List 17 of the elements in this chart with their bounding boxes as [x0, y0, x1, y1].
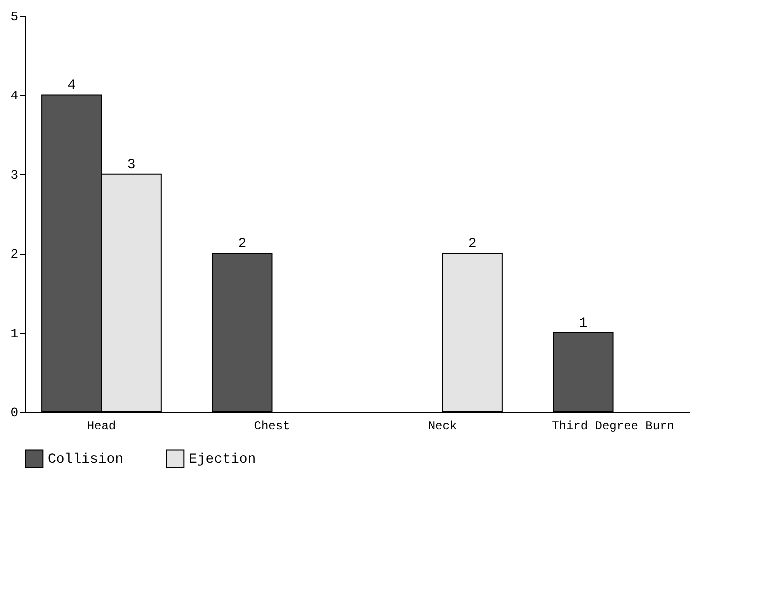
y-tick-label: 4 [10, 88, 19, 104]
legend-label: Collision [48, 452, 124, 468]
y-tick-label: 1 [10, 326, 19, 342]
y-tick-label: 3 [10, 168, 18, 183]
data-label: 4 [68, 78, 76, 94]
y-tick-label: 2 [10, 247, 18, 262]
data-label: 1 [579, 316, 588, 332]
x-tick-label: Neck [428, 420, 458, 434]
y-tick-label: 5 [10, 10, 18, 24]
data-label: 2 [238, 236, 247, 253]
data-label: 3 [127, 157, 136, 174]
x-tick-label: Chest [254, 420, 290, 434]
y-tick-label: 0 [10, 406, 18, 420]
x-tick-label: Third Degree Burn [552, 420, 674, 434]
x-tick-label: Head [87, 420, 116, 434]
legend-label: Ejection [189, 452, 256, 468]
data-label: 2 [468, 236, 477, 253]
